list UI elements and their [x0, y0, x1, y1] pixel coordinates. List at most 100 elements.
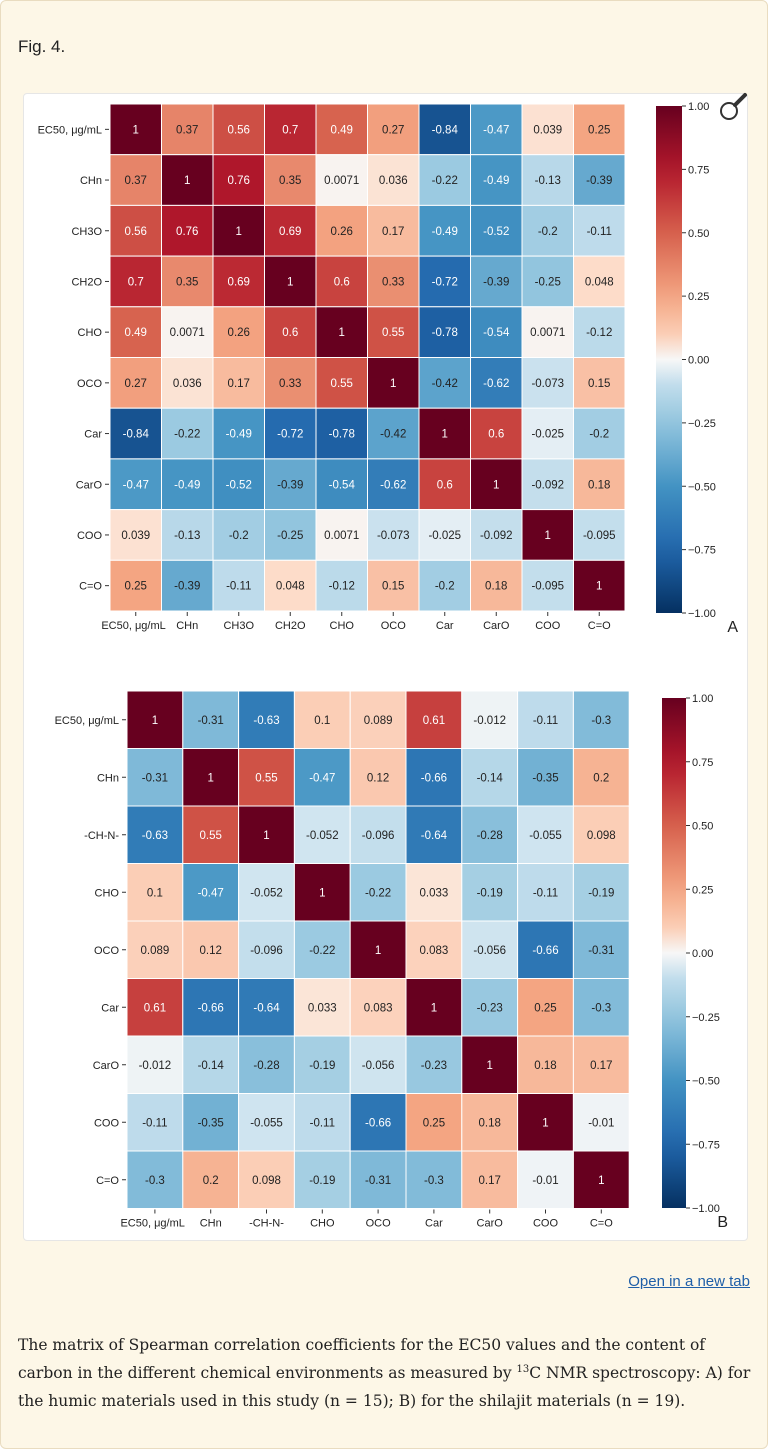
heatmap-b-cell-label: -0.3 — [145, 1175, 165, 1187]
heatmap-b-cell — [182, 920, 240, 979]
heatmap-b-cell-label: 0.18 — [534, 1060, 556, 1072]
heatmap-a-cell — [161, 103, 214, 156]
heatmap-b-cell — [238, 690, 295, 749]
heatmap-b-cell — [126, 805, 184, 864]
heatmap-a-cell — [212, 509, 265, 561]
heatmap-b-cell — [293, 805, 351, 864]
heatmap-b-cell-label: -0.01 — [588, 1117, 614, 1129]
heatmap-b-cell-label: -0.19 — [477, 887, 503, 899]
heatmap-a-cell — [470, 103, 523, 156]
heatmap-b-cell — [126, 748, 184, 807]
heatmap-b-row-label: CHn — [97, 772, 119, 784]
heatmap-a-cell — [315, 559, 368, 612]
heatmap-b-row-label: Car — [101, 1002, 119, 1014]
heatmap-b-cell — [349, 1150, 407, 1209]
heatmap-a-cell — [521, 559, 574, 612]
heatmap-a-cell-label: 0.26 — [228, 327, 250, 339]
heatmap-figure: 1 0.37 0.56 0.7 0.49 0.27 -0.84 -0.47 0.039 0.25 0… — [38, 101, 739, 1231]
heatmap-b-cell-label: 1 — [375, 945, 381, 957]
heatmap-a-cell-label: 0.036 — [379, 175, 408, 187]
figure-caption: The matrix of Spearman correlation coeff… — [18, 1331, 753, 1415]
heatmap-a-cell-label: -0.2 — [538, 226, 558, 238]
heatmap-a-cell — [573, 154, 626, 206]
heatmap-b-cell — [126, 1093, 184, 1152]
heatmap-b-cell — [461, 920, 519, 979]
heatmap-a-cell — [521, 407, 574, 460]
heatmap-a-cell-label: 0.6 — [437, 479, 453, 491]
heatmap-a-cell — [470, 458, 523, 511]
heatmap-b-cell-label: -0.23 — [421, 1060, 447, 1072]
heatmap-a-cell-label: 0.6 — [488, 429, 504, 441]
heatmap-a-cell-label: -0.095 — [583, 530, 616, 542]
heatmap-b-cell-label: -0.63 — [253, 715, 279, 727]
heatmap-b-cell-label: 1 — [319, 887, 325, 899]
heatmap-b-cell — [238, 805, 295, 864]
heatmap-a-row-label: CH2O — [71, 276, 102, 288]
heatmap-b-cell-label: 0.083 — [420, 945, 449, 957]
heatmap-b-cell — [182, 690, 240, 749]
heatmap-b-cell-label: -0.3 — [424, 1175, 444, 1187]
heatmap-b-cell — [293, 863, 351, 922]
heatmap-b-cell-label: -0.47 — [198, 887, 224, 899]
heatmap-b-cell-label: -0.31 — [198, 715, 224, 727]
heatmap-a-cell-label: 0.18 — [588, 479, 610, 491]
heatmap-b-cell-label: -0.3 — [591, 715, 611, 727]
heatmap-a-cell-label: -0.78 — [329, 429, 355, 441]
heatmap-a-cell-label: 0.039 — [121, 530, 150, 542]
heatmap-b-cell-label: -0.66 — [365, 1117, 391, 1129]
heatmap-a-cell-label: 0.7 — [128, 276, 144, 288]
heatmap-b-cell — [517, 805, 574, 864]
heatmap-a-cell-label: 0.25 — [588, 124, 610, 136]
heatmap-a-cell — [573, 458, 626, 511]
heatmap-a-cell-label: -0.25 — [535, 276, 561, 288]
heatmap-a-cell-label: 0.27 — [382, 124, 404, 136]
heatmap-a-cell — [521, 255, 574, 308]
heatmap-b-cell — [572, 978, 630, 1037]
heatmap-a-cell — [521, 154, 574, 206]
heatmap-b-row-label: CHO — [95, 887, 120, 899]
heatmap-a-cell — [573, 407, 626, 460]
heatmap-b-cell — [572, 748, 630, 807]
heatmap-a-cell — [521, 509, 574, 561]
heatmap-b-col-label: OCO — [366, 1218, 392, 1230]
heatmap-a-cell — [212, 357, 265, 409]
heatmap-b-cell-label: -0.055 — [250, 1117, 283, 1129]
heatmap-a-cell-label: -0.72 — [277, 429, 303, 441]
heatmap-a-cell-label: -0.073 — [531, 378, 564, 390]
heatmap-a-cell — [418, 154, 471, 206]
heatmap-b-cell-label: -0.056 — [362, 1060, 395, 1072]
heatmap-a-colorbar-tick-label: −0.75 — [688, 545, 716, 557]
heatmap-b-col-label: COO — [533, 1218, 559, 1230]
heatmap-b-cell-label: 1 — [486, 1060, 492, 1072]
figure-label: Fig. 4. — [18, 37, 66, 56]
heatmap-b-colorbar-tick-label: −0.50 — [692, 1076, 720, 1088]
heatmap-b-cell — [126, 1150, 184, 1209]
heatmap-a-cell — [418, 458, 471, 511]
heatmap-b-col-label: -CH-N- — [249, 1218, 284, 1230]
heatmap-b-cell-label: -0.66 — [421, 772, 447, 784]
open-in-new-tab-link[interactable]: Open in a new tab — [628, 1273, 750, 1290]
heatmap-a-cell-label: -0.025 — [531, 429, 564, 441]
heatmap-a-cell-label: -0.84 — [123, 429, 150, 441]
heatmap-a-cell-label: 1 — [287, 276, 293, 288]
heatmap-a-cell — [418, 559, 471, 612]
magnifier-icon[interactable] — [716, 91, 750, 125]
heatmap-a-cell — [470, 559, 523, 612]
heatmap-a-row-label: COO — [77, 530, 103, 542]
heatmap-b-cell-label: -0.35 — [198, 1117, 224, 1129]
heatmap-b-cell — [349, 1093, 407, 1152]
caption-text-end: C NMR spectroscopy: A) for the humic mat… — [18, 1364, 751, 1410]
heatmap-a-cell-label: -0.47 — [123, 479, 149, 491]
heatmap-b-colorbar — [662, 698, 686, 1208]
heatmap-b-cell-label: -0.64 — [253, 1002, 280, 1014]
heatmap-a-cell-label: -0.22 — [174, 429, 200, 441]
heatmap-a-cell — [573, 255, 626, 308]
heatmap-b-cell-label: 0.61 — [144, 1002, 166, 1014]
heatmap-a-col-label: CH2O — [275, 620, 306, 632]
figure-image[interactable]: 1 0.37 0.56 0.7 0.49 0.27 -0.84 -0.47 0.039 0.25 0… — [23, 93, 748, 1241]
heatmap-b-cell-label: -0.22 — [365, 887, 391, 899]
heatmap-a-cell-label: -0.39 — [277, 479, 303, 491]
heatmap-a-cell — [109, 103, 162, 156]
heatmap-b-cell-label: 0.18 — [479, 1117, 501, 1129]
heatmap-b-cell-label: 0.25 — [423, 1117, 445, 1129]
